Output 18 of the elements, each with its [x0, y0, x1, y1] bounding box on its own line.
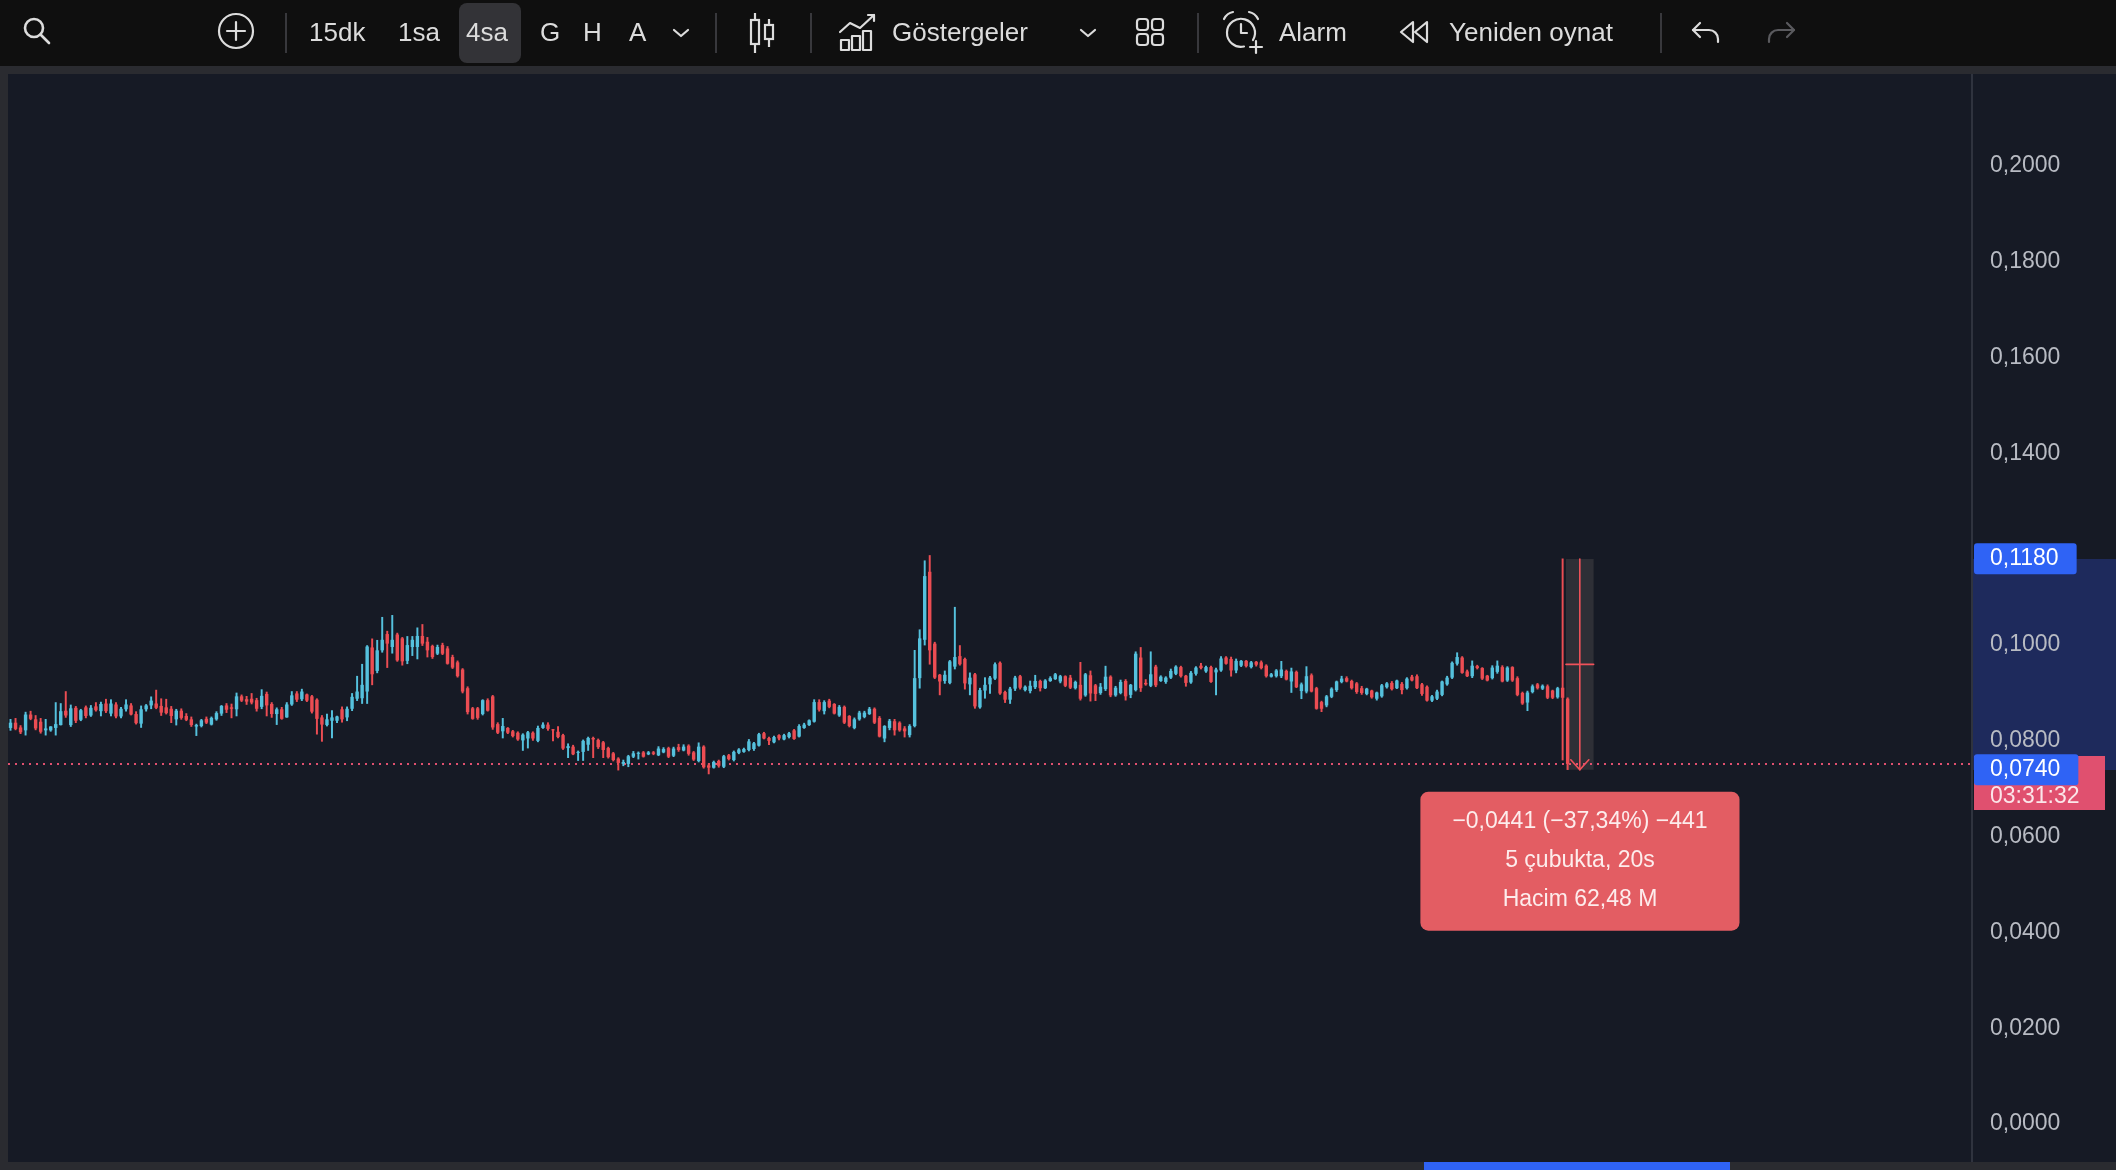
- y-tick-label: 0,0800: [1990, 726, 2061, 753]
- candlestick: [551, 729, 555, 742]
- y-tick-label: 0,1800: [1990, 247, 2061, 274]
- y-tick-label: 0,1400: [1990, 438, 2061, 465]
- y-tick-label: 0,1600: [1990, 342, 2061, 369]
- text: 0,1180: [1990, 544, 2059, 571]
- y-tick-label: 0,0200: [1990, 1013, 2061, 1040]
- toolbar: 15dk 1sa 4sa G H A Göstergeler Alarm Yeniden oynat: [0, 0, 2116, 66]
- text: 0,0740: [1990, 754, 2061, 781]
- candlestick: [566, 743, 570, 758]
- y-tick-label: 0,0400: [1990, 917, 2061, 944]
- candlestick: [576, 750, 580, 761]
- y-tick-label: 0,2000: [1990, 151, 2061, 178]
- y-tick-label: 0,0000: [1990, 1109, 2061, 1136]
- y-tick-label: 0,1000: [1990, 630, 2061, 657]
- text: 03:31:32: [1990, 782, 2080, 809]
- y-tick-label: 0,0600: [1990, 822, 2061, 849]
- annotation: −0,0441 (−37,34%) −441 5 çubukta, 20s Hacim 62,48 M: [1452, 807, 1708, 912]
